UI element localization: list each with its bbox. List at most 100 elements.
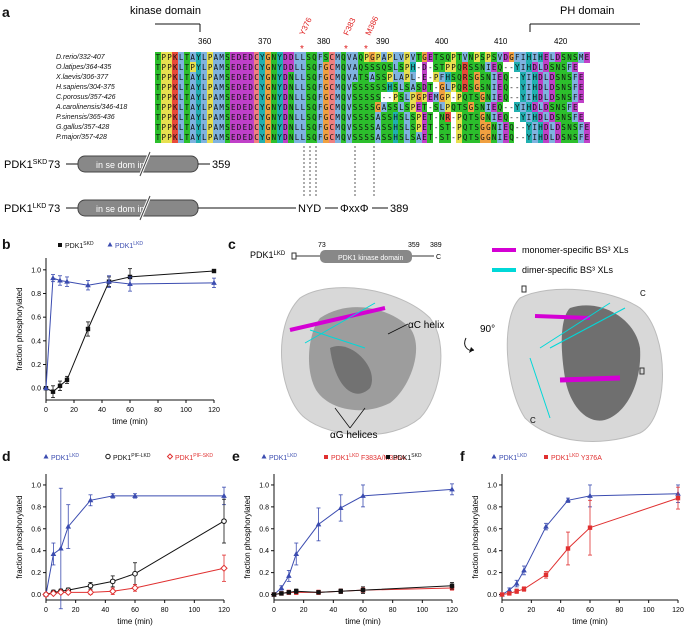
y-tick-label: 0.2 bbox=[487, 570, 497, 577]
y-tick-label: 0.4 bbox=[31, 548, 41, 555]
x-tick-label: 60 bbox=[131, 607, 139, 614]
y-axis-label: fraction phosphorylated bbox=[471, 495, 480, 578]
data-point bbox=[587, 525, 593, 530]
data-point bbox=[127, 281, 133, 287]
legend-label: PDK1PIF-SKD bbox=[175, 453, 213, 462]
data-point bbox=[294, 589, 299, 594]
data-point bbox=[65, 523, 72, 529]
data-point bbox=[279, 591, 284, 596]
sequence-row: TPPKLTAYLPAMSEDEDCYGNYDNLLSQFGCMQVATSASS… bbox=[155, 72, 584, 83]
data-point bbox=[449, 583, 455, 588]
data-point bbox=[64, 377, 70, 383]
legend-marker bbox=[544, 455, 548, 459]
data-point bbox=[499, 592, 505, 597]
species-label: P.sinensis/365-436 bbox=[56, 114, 115, 121]
marker-f383: F383 bbox=[342, 16, 358, 37]
x-tick-label: 80 bbox=[615, 607, 623, 614]
data-point bbox=[286, 590, 292, 595]
structure-monomer-view bbox=[281, 287, 442, 436]
chart-e: 0 20 40 60 80 100 120 0.0 0.2 0.4 0.6 0.8 1.0 time (m… bbox=[243, 453, 458, 626]
data-point bbox=[85, 282, 91, 288]
species-label: D.rerio/332-407 bbox=[56, 54, 105, 61]
species-label: P.major/357-428 bbox=[56, 134, 107, 141]
marker-y376: Y376 bbox=[298, 16, 314, 37]
structure-dimer-view bbox=[506, 288, 663, 442]
construct-diagrams: PDK1SKD 73 in se dom in 359 PDK1LKD 73 i… bbox=[4, 146, 408, 221]
legend-marker bbox=[166, 453, 174, 460]
y-tick-label: 0.2 bbox=[259, 570, 269, 577]
y-tick-label: 0.6 bbox=[259, 526, 269, 533]
svg-text:in se dom in: in se dom in bbox=[96, 204, 145, 214]
x-tick-label: 60 bbox=[126, 407, 134, 414]
legend-marker bbox=[105, 453, 111, 460]
y-tick-label: 0.0 bbox=[31, 592, 41, 599]
x-axis-label: time (min) bbox=[572, 617, 608, 626]
data-point bbox=[221, 518, 227, 524]
data-point bbox=[49, 589, 58, 598]
svg-text:NYD: NYD bbox=[298, 203, 321, 215]
x-tick-label: 120 bbox=[446, 607, 458, 614]
legend-label: PDK1LKD bbox=[51, 453, 79, 462]
x-tick-label: 120 bbox=[218, 607, 230, 614]
data-point bbox=[221, 492, 227, 498]
rotation-label: 90° bbox=[480, 324, 495, 335]
sequence-row: TPPKLTAYLPAMSEDEDCYGNYDDLLSQFSCMQVAQPGPA… bbox=[155, 52, 590, 63]
species-label: A.carolinensis/346-418 bbox=[56, 104, 128, 111]
legend-label: PDK1LKD F383A/M386A bbox=[331, 453, 406, 462]
ruler-tick-label: 380 bbox=[317, 37, 331, 46]
ac-helix-label: αC helix bbox=[408, 320, 444, 331]
data-point bbox=[449, 486, 455, 492]
y-tick-label: 0.6 bbox=[31, 315, 41, 322]
x-tick-label: 0 bbox=[272, 607, 276, 614]
species-label: O.latipes/364-435 bbox=[56, 64, 112, 71]
data-point bbox=[220, 564, 228, 572]
y-tick-label: 0.8 bbox=[31, 291, 41, 298]
data-point bbox=[316, 590, 321, 595]
data-point bbox=[42, 590, 50, 599]
legend-label: PDK1LKD bbox=[499, 453, 527, 462]
y-tick-label: 1.0 bbox=[31, 267, 41, 274]
x-tick-label: 60 bbox=[586, 607, 594, 614]
data-point bbox=[86, 588, 95, 597]
ruler-tick-label: 410 bbox=[494, 37, 508, 46]
svg-text:359: 359 bbox=[408, 242, 420, 249]
x-tick-label: 80 bbox=[389, 607, 397, 614]
data-point bbox=[565, 497, 571, 503]
data-point bbox=[87, 497, 94, 503]
x-tick-label: 40 bbox=[98, 407, 106, 414]
x-axis-label: time (min) bbox=[117, 617, 153, 626]
y-tick-label: 0.8 bbox=[31, 504, 41, 511]
x-tick-label: 40 bbox=[557, 607, 565, 614]
svg-text:*: * bbox=[344, 44, 348, 55]
data-point bbox=[57, 277, 63, 283]
y-tick-label: 0.0 bbox=[31, 386, 41, 393]
data-point bbox=[50, 550, 57, 556]
x-tick-label: 0 bbox=[44, 407, 48, 414]
svg-text:C: C bbox=[436, 254, 441, 261]
chart-f: 0 20 40 60 80 100 120 0.0 0.2 0.4 0.6 0.8 1.0 time (m… bbox=[471, 453, 684, 626]
legend-marker bbox=[324, 455, 328, 459]
marker-m386: M386 bbox=[364, 14, 381, 36]
ruler-tick-label: 420 bbox=[554, 37, 568, 46]
data-point bbox=[211, 279, 217, 285]
data-point bbox=[87, 582, 94, 589]
data-point bbox=[315, 521, 322, 527]
y-tick-label: 0.8 bbox=[487, 504, 497, 511]
chart-b: 0 20 40 60 80 100 120 0.0 0.2 0.4 0.6 0.8 1.0 time (m… bbox=[15, 241, 220, 426]
ruler-tick-label: 390 bbox=[376, 37, 390, 46]
y-tick-label: 0.0 bbox=[487, 592, 497, 599]
panel-letter-e: e bbox=[232, 448, 240, 464]
data-point bbox=[64, 588, 72, 597]
x-tick-label: 80 bbox=[161, 607, 169, 614]
panel-letter-a: a bbox=[2, 4, 10, 20]
data-point bbox=[543, 523, 549, 529]
data-point bbox=[64, 278, 70, 284]
x-tick-label: 0 bbox=[500, 607, 504, 614]
x-tick-label: 100 bbox=[180, 407, 192, 414]
species-label: X.laevis/306-377 bbox=[56, 74, 109, 81]
y-tick-label: 0.4 bbox=[259, 548, 269, 555]
x-tick-label: 20 bbox=[70, 407, 78, 414]
svg-text:PDK1LKD: PDK1LKD bbox=[250, 250, 286, 260]
svg-text:dimer-specific BS³ XLs: dimer-specific BS³ XLs bbox=[522, 265, 614, 275]
data-point bbox=[109, 492, 116, 498]
